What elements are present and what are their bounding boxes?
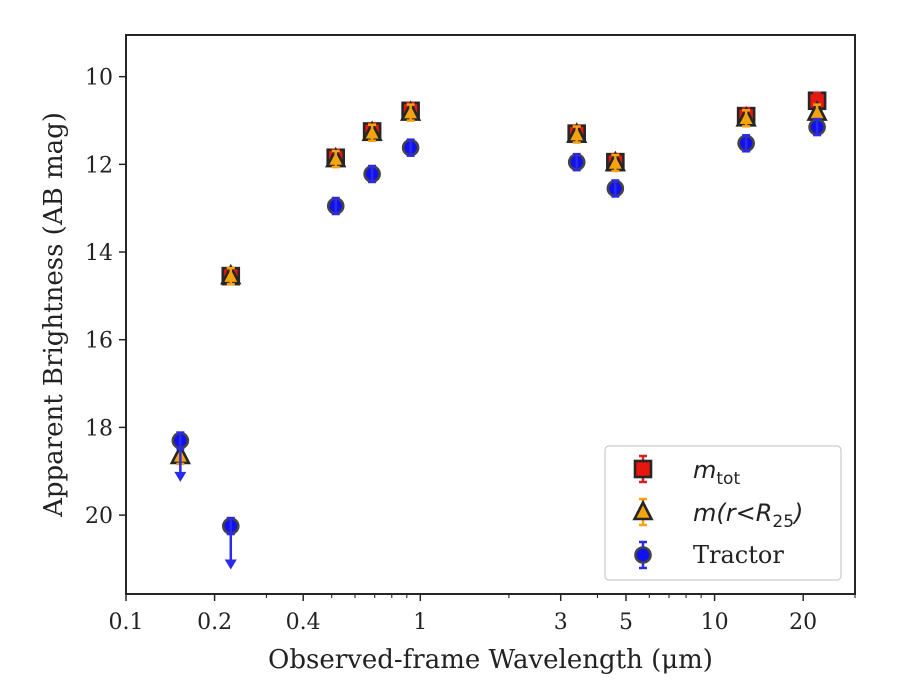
y-tick-label: 18 [85,416,113,441]
upper-limit-arrowhead [224,559,237,570]
legend-item-circle: Tractor [634,540,784,570]
axis-ticks [119,75,856,601]
legend-label: m(r<R25) [693,499,803,532]
x-tick-label: 3 [554,610,568,635]
x-tick-label: 0.4 [286,610,321,635]
x-tick-label: 0.1 [109,610,144,635]
legend-marker-circle [634,546,652,564]
x-tick-label: 1 [413,610,427,635]
series-circle [171,117,826,570]
y-tick-label: 16 [85,329,113,354]
x-tick-label: 20 [789,610,817,635]
x-tick-label: 5 [619,610,633,635]
tick-labels: 0.1 0.2 0.4 1 3 5 10 20 10 12 14 16 18 20 [85,66,817,635]
y-tick-label: 20 [85,504,113,529]
upper-limit-arrowhead [174,471,187,482]
x-axis-title: Observed-frame Wavelength (μm) [268,645,713,675]
legend-marker-triangle [632,499,654,521]
y-tick-label: 12 [85,153,113,178]
legend-box [604,445,842,581]
legend-marker-square [633,459,653,479]
y-tick-label: 14 [85,241,113,266]
x-tick-label: 10 [701,610,729,635]
legend-item-triangle: m(r<R25) [632,497,803,532]
legend-label: Tractor [693,541,784,569]
y-axis-title: Apparent Brightness (AB mag) [39,112,69,518]
x-tick-label: 0.2 [197,610,232,635]
y-tick-label: 10 [85,66,113,91]
data-marks [169,91,828,570]
